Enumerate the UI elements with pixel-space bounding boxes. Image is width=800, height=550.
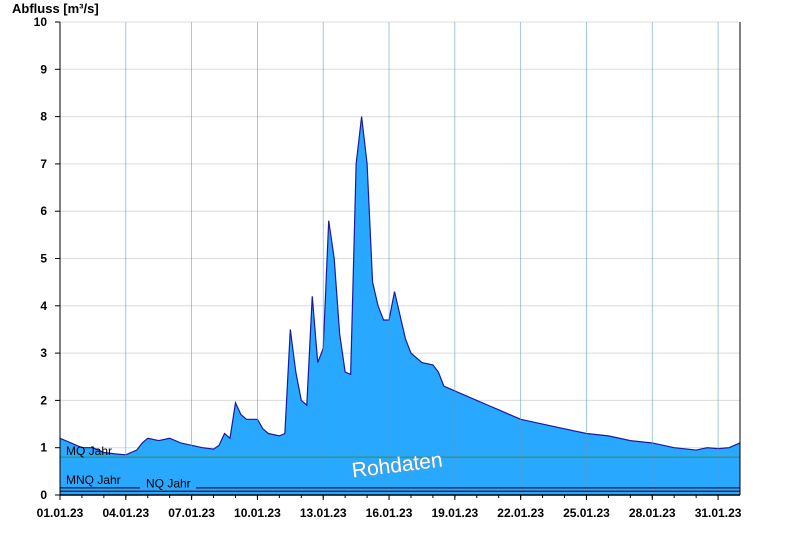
y-tick-label: 6 xyxy=(40,204,47,218)
x-tick-label: 10.01.23 xyxy=(234,506,281,520)
y-tick-label: 5 xyxy=(40,252,47,266)
x-tick-label: 04.01.23 xyxy=(102,506,149,520)
y-tick-label: 2 xyxy=(40,393,47,407)
mnq-label: MNQ Jahr xyxy=(66,473,121,487)
vertical-gridlines xyxy=(125,22,719,495)
x-tick-label: 25.01.23 xyxy=(563,506,610,520)
y-tick-label: 10 xyxy=(34,15,48,29)
x-tick-label: 16.01.23 xyxy=(366,506,413,520)
x-tick-label: 01.01.23 xyxy=(37,506,84,520)
y-tick-label: 8 xyxy=(40,110,47,124)
y-tick-label: 1 xyxy=(40,441,47,455)
y-tick-label: 9 xyxy=(40,62,47,76)
x-tick-label: 13.01.23 xyxy=(300,506,347,520)
x-tick-label: 28.01.23 xyxy=(629,506,676,520)
x-tick-label: 22.01.23 xyxy=(497,506,544,520)
mq-label: MQ Jahr xyxy=(66,444,112,458)
y-tick-label: 3 xyxy=(40,346,47,360)
x-axis-ticks: 01.01.23 04.01.23 07.01.23 10.01.23 13.01.23… xyxy=(37,495,742,520)
reference-lines: MQ Jahr MNQ Jahr NQ Jahr xyxy=(60,444,740,492)
y-axis-label: Abfluss [m³/s] xyxy=(12,1,99,16)
x-tick-label: 07.01.23 xyxy=(168,506,215,520)
horizontal-gridlines xyxy=(60,21,740,449)
y-tick-label: 0 xyxy=(40,488,47,502)
y-tick-label: 4 xyxy=(40,299,47,313)
nq-label: NQ Jahr xyxy=(146,476,191,490)
x-tick-label: 19.01.23 xyxy=(431,506,478,520)
y-tick-label: 7 xyxy=(40,157,47,171)
x-tick-label: 31.01.23 xyxy=(695,506,742,520)
y-axis-ticks: 0 1 2 3 4 5 6 7 8 9 10 xyxy=(34,15,60,502)
